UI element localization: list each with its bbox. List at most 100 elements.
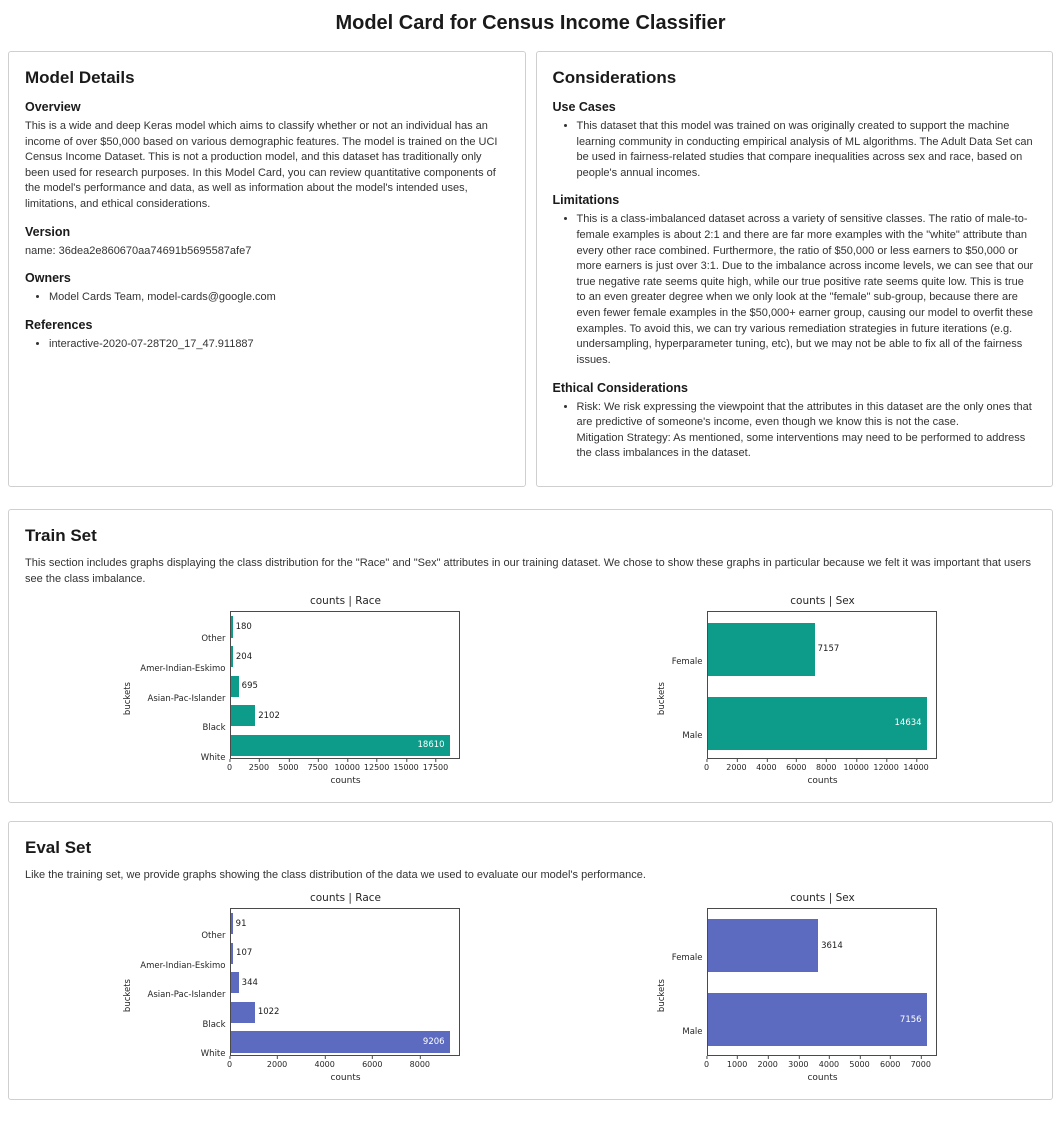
references-heading: References [25,317,93,332]
chart-title: counts | Sex [790,595,855,608]
bar [230,705,256,727]
bar-value-label: 7157 [817,644,840,655]
owner-item: Model Cards Team, model-cards@google.com [49,290,509,306]
limitations-list: This is a class-imbalanced dataset acros… [553,212,1037,368]
x-tick-label: 15000 [393,759,419,772]
y-tick-label: Amer-Indian-Eskimo [140,960,226,971]
details-considerations-row: Model Details Overview This is a wide an… [8,51,1053,487]
chart-plot-column: counts | Race 180 204 695 2102 18610 0 2500 50… [227,593,462,786]
considerations-card: Considerations Use Cases This dataset th… [535,51,1053,487]
ethical-considerations-list: Risk: We risk expressing the viewpoint t… [553,400,1037,462]
bar-value-label: 1022 [257,1007,280,1018]
considerations-title: Considerations [552,68,677,87]
x-tick-label: 1000 [727,1055,747,1069]
chart-y-tick-labels: Female Male [669,625,707,773]
x-tick-label: 0 [227,1055,232,1069]
chart-y-tick-labels: Other Amer-Indian-Eskimo Asian-Pac-Islande… [135,921,230,1069]
bar-value-label: 204 [235,651,253,662]
x-tick-label: 7500 [308,759,328,772]
x-tick-label: 4000 [314,1055,335,1069]
bar-value-label: 7156 [899,1014,922,1025]
x-tick-label: 10000 [334,759,360,772]
chart-y-axis-label: buckets [656,978,667,1012]
chart-plot-area: 91 107 344 1022 9206 [229,907,460,1056]
references-list: interactive-2020-07-28T20_17_47.911887 [25,337,509,353]
eval-set-card: Eval Set Like the training set, we provi… [8,821,1053,1100]
bar-value-label: 2102 [258,710,280,721]
bar [707,696,927,750]
overview-text: This is a wide and deep Keras model whic… [25,120,498,211]
bar-value-label: 14634 [894,718,922,729]
chart-left-gutter: buckets Other Amer-Indian-Eskimo Asian-Pac… [123,593,230,786]
chart-y-tick-labels: Other Amer-Indian-Eskimo Asian-Pac-Islande… [135,625,230,773]
x-tick-label: 4000 [819,1055,839,1069]
x-tick-label: 3000 [788,1055,809,1069]
x-tick-label: 2000 [758,1055,778,1069]
x-tick-label: 4000 [756,759,777,772]
chart-title: counts | Race [309,891,382,904]
chart-x-axis-label: counts [807,1072,838,1083]
bar-value-label: 18610 [417,740,445,751]
owners-heading: Owners [25,271,71,286]
y-tick-label: Asian-Pac-Islander [147,990,226,1001]
eval-sex-chart: buckets Female Male counts | Sex 3614 7156… [657,890,939,1083]
bar [230,912,233,935]
x-tick-label: 14000 [903,759,929,772]
train-set-title: Train Set [25,525,97,545]
use-case-item: This dataset that this model was trained… [577,119,1037,181]
chart-x-axis-label: counts [330,1072,361,1083]
train-set-card: Train Set This section includes graphs d… [8,508,1053,804]
chart-x-tick-labels: 0 2000 4000 6000 8000 10000 12000 14000 [704,759,937,775]
bar [230,942,234,964]
bar [230,675,239,697]
eval-set-title: Eval Set [25,838,92,858]
y-tick-label: Other [201,634,226,645]
y-tick-label: Male [682,1027,703,1038]
chart-left-gutter: buckets Female Male [657,890,707,1083]
y-tick-label: Female [671,656,703,667]
y-tick-label: Black [202,723,226,734]
bar-value-label: 3614 [821,940,843,951]
y-tick-label: Asian-Pac-Islander [147,693,226,704]
ethical-mitigation-line: Mitigation Strategy: As mentioned, some … [576,431,1026,460]
bar-value-label: 107 [236,948,253,959]
x-tick-label: 17500 [423,759,448,772]
use-cases-heading: Use Cases [552,100,616,114]
model-details-card: Model Details Overview This is a wide an… [8,51,526,487]
bar [707,622,815,676]
train-sex-chart: buckets Female Male counts | Sex 7157 1463… [657,593,939,786]
overview-heading: Overview [25,100,81,114]
train-set-description: This section includes graphs displaying … [25,556,1031,585]
x-tick-label: 0 [704,1055,709,1069]
chart-left-gutter: buckets Female Male [657,593,707,786]
chart-x-axis-label: counts [807,776,838,787]
eval-charts-row: buckets Other Amer-Indian-Eskimo Asian-Pac… [25,890,1036,1083]
bar [230,1001,255,1024]
chart-left-gutter: buckets Other Amer-Indian-Eskimo Asian-Pac… [123,890,230,1083]
owners-list: Model Cards Team, model-cards@google.com [25,290,509,306]
ethical-risk-line: Risk: We risk expressing the viewpoint t… [576,400,1032,429]
chart-plot-column: counts | Race 91 107 344 1022 9206 0 2000 4000… [227,890,462,1083]
y-tick-label: White [200,1049,226,1060]
chart-x-tick-labels: 0 2500 5000 7500 10000 12500 15000 17500 [227,759,460,775]
chart-x-tick-labels: 0 1000 2000 3000 4000 5000 6000 7000 [704,1055,937,1072]
bar [230,734,450,757]
y-tick-label: Amer-Indian-Eskimo [140,664,226,675]
x-tick-label: 6000 [786,759,806,772]
bar [707,993,927,1047]
bar [230,1031,450,1053]
chart-plot-column: counts | Sex 3614 7156 0 1000 2000 3000 4000 5… [704,890,939,1083]
bar-value-label: 180 [235,621,252,632]
y-tick-label: Black [202,1019,226,1030]
limitation-item: This is a class-imbalanced dataset acros… [577,212,1037,368]
x-tick-label: 10000 [843,759,869,772]
chart-y-axis-label: buckets [122,978,133,1012]
x-tick-label: 0 [704,759,709,772]
chart-title: counts | Race [309,595,382,608]
bar-value-label: 9206 [422,1036,445,1047]
bar [230,616,233,638]
ethical-consideration-item: Risk: We risk expressing the viewpoint t… [577,400,1037,462]
model-details-title: Model Details [25,68,135,87]
x-tick-label: 6000 [362,1055,382,1069]
